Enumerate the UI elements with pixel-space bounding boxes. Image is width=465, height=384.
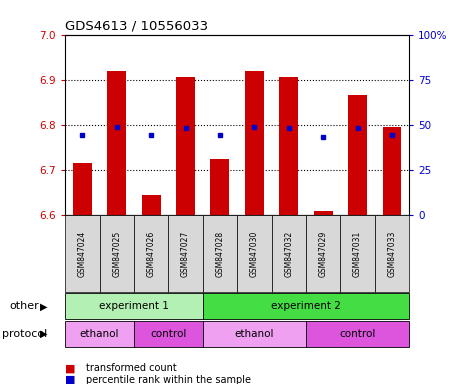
Text: GSM847031: GSM847031 <box>353 230 362 276</box>
Text: protocol: protocol <box>2 329 47 339</box>
Text: control: control <box>339 329 376 339</box>
Text: other: other <box>9 301 39 311</box>
Text: experiment 2: experiment 2 <box>271 301 341 311</box>
Bar <box>211 159 229 215</box>
Bar <box>176 78 195 215</box>
Bar <box>107 71 126 215</box>
Text: GSM847024: GSM847024 <box>78 230 87 276</box>
Text: control: control <box>150 329 186 339</box>
Text: ethanol: ethanol <box>235 329 274 339</box>
Text: GSM847030: GSM847030 <box>250 230 259 276</box>
Bar <box>73 163 92 215</box>
Text: transformed count: transformed count <box>86 363 177 373</box>
Bar <box>314 210 332 215</box>
Text: ethanol: ethanol <box>80 329 119 339</box>
Text: GSM847029: GSM847029 <box>319 230 328 276</box>
Text: experiment 1: experiment 1 <box>99 301 169 311</box>
Text: ■: ■ <box>65 375 76 384</box>
Bar <box>245 71 264 215</box>
Text: ▶: ▶ <box>40 329 47 339</box>
Bar <box>348 96 367 215</box>
Bar <box>142 195 160 215</box>
Text: GSM847032: GSM847032 <box>284 230 293 276</box>
Text: percentile rank within the sample: percentile rank within the sample <box>86 375 251 384</box>
Text: GSM847025: GSM847025 <box>112 230 121 276</box>
Text: ▶: ▶ <box>40 301 47 311</box>
Text: GDS4613 / 10556033: GDS4613 / 10556033 <box>65 19 208 32</box>
Text: GSM847033: GSM847033 <box>387 230 397 276</box>
Bar <box>383 127 401 215</box>
Bar <box>279 78 298 215</box>
Text: ■: ■ <box>65 363 76 373</box>
Text: GSM847028: GSM847028 <box>215 230 225 276</box>
Text: GSM847026: GSM847026 <box>146 230 156 276</box>
Text: GSM847027: GSM847027 <box>181 230 190 276</box>
